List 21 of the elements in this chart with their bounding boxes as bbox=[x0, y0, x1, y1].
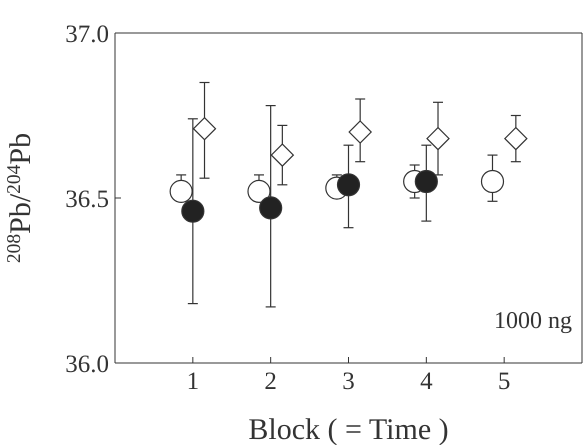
point bbox=[426, 127, 450, 150]
point bbox=[504, 127, 528, 150]
point bbox=[336, 173, 360, 196]
y-tick-label: 36.0 bbox=[65, 350, 109, 378]
point bbox=[480, 170, 504, 194]
point bbox=[247, 180, 271, 203]
point bbox=[181, 200, 204, 223]
y-tick-label: 37.0 bbox=[65, 20, 109, 48]
x-tick-label: 3 bbox=[342, 368, 355, 395]
point bbox=[414, 170, 438, 194]
x-tick-label: 5 bbox=[498, 368, 510, 395]
y-tick-label: 36.5 bbox=[65, 186, 109, 213]
x-tick-label: 1 bbox=[186, 368, 200, 395]
point bbox=[170, 180, 193, 203]
point bbox=[348, 120, 372, 144]
point bbox=[192, 117, 216, 140]
annotation: 1000 ng bbox=[494, 308, 572, 334]
x-tick-label: 2 bbox=[264, 368, 277, 395]
point bbox=[259, 196, 282, 220]
x-tick-label: 4 bbox=[420, 368, 434, 395]
point bbox=[270, 144, 294, 167]
